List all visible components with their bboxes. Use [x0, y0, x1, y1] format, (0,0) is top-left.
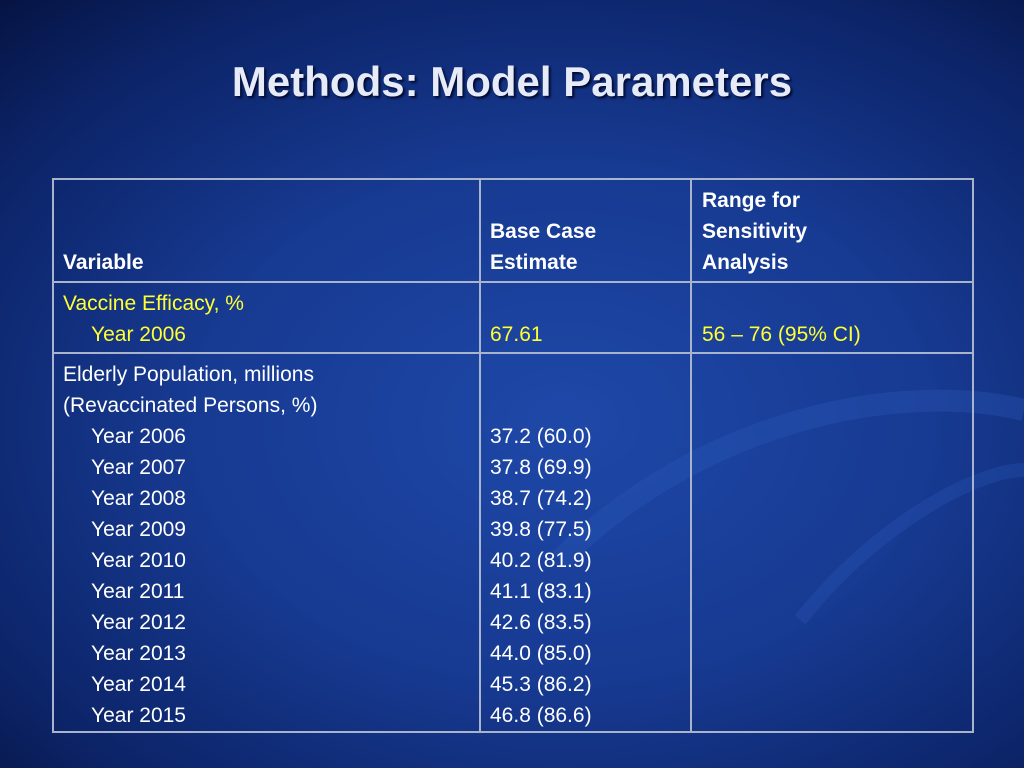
estimate-cell: 39.8 (77.5) [490, 518, 592, 541]
header-cell: Estimate [490, 251, 578, 274]
section-heading: (Revaccinated Persons, %) [63, 394, 318, 417]
section-heading: Elderly Population, millions [63, 363, 314, 386]
table-border [52, 178, 974, 180]
row-label: Year 2006 [91, 323, 186, 346]
header-cell: Analysis [702, 251, 789, 274]
row-label: Year 2006 [91, 425, 186, 448]
estimate-cell: 44.0 (85.0) [490, 642, 592, 665]
header-cell: Base Case [490, 220, 597, 243]
section-heading: Vaccine Efficacy, % [63, 292, 244, 315]
table-border [972, 178, 974, 733]
estimate-cell: 46.8 (86.6) [490, 704, 592, 727]
slide-title: Methods: Model Parameters [231, 58, 793, 105]
table-border [52, 731, 974, 733]
row-label: Year 2009 [91, 518, 186, 541]
row-label: Year 2015 [91, 704, 186, 727]
row-label: Year 2014 [91, 673, 186, 696]
header-cell: Sensitivity [702, 220, 808, 243]
row-label: Year 2007 [91, 456, 186, 479]
header-cell: Range for [702, 189, 801, 212]
header-cell: Variable [63, 251, 144, 274]
estimate-cell: 42.6 (83.5) [490, 611, 592, 634]
estimate-cell: 40.2 (81.9) [490, 549, 592, 572]
row-label: Year 2012 [91, 611, 186, 634]
estimate-cell: 37.2 (60.0) [490, 425, 592, 448]
estimate-cell: 38.7 (74.2) [490, 487, 592, 510]
range-cell: 56 – 76 (95% CI) [702, 323, 861, 346]
row-label: Year 2013 [91, 642, 186, 665]
estimate-cell: 67.61 [490, 323, 543, 346]
row-label: Year 2008 [91, 487, 186, 510]
estimate-cell: 45.3 (86.2) [490, 673, 592, 696]
column-divider [690, 178, 692, 733]
row-divider [52, 352, 974, 354]
column-divider [479, 178, 481, 733]
table-border [52, 178, 54, 733]
estimate-cell: 41.1 (83.1) [490, 580, 592, 603]
estimate-cell: 37.8 (69.9) [490, 456, 592, 479]
row-divider [52, 281, 974, 283]
row-label: Year 2011 [91, 580, 185, 603]
row-label: Year 2010 [91, 549, 186, 572]
